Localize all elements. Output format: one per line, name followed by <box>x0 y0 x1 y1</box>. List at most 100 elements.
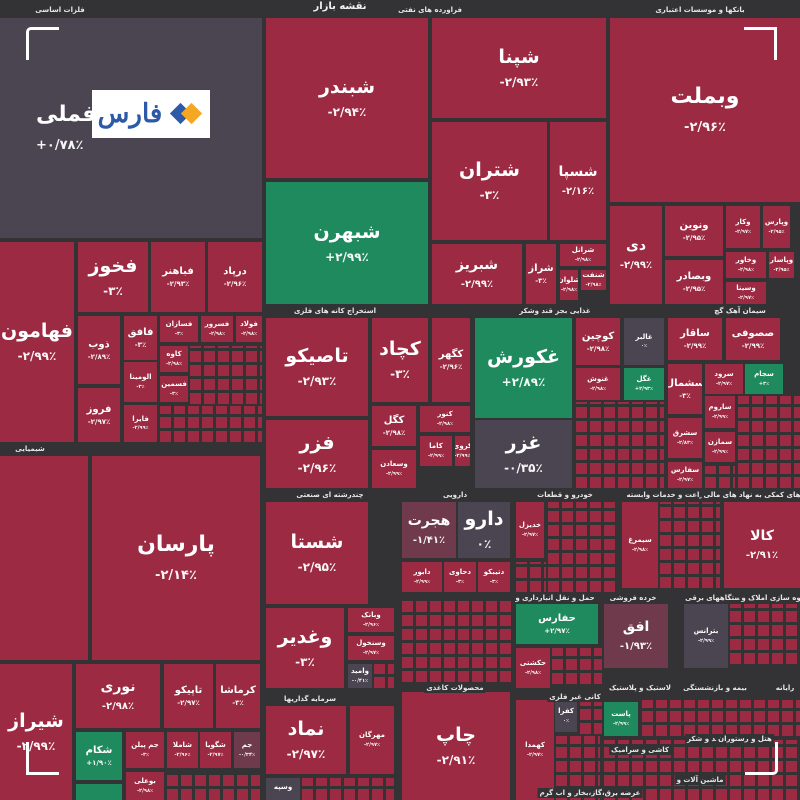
stock-tile-14[interactable]: ونوین -۲/۹۵٪ <box>665 206 723 256</box>
stock-tile-81[interactable]: دحاوی -۳٪ <box>444 562 476 592</box>
stock-tile-6[interactable]: شسپا -۲/۱۶٪ <box>550 122 606 240</box>
small-tiles-cluster[interactable] <box>76 784 122 800</box>
stock-tile-64[interactable]: شکام +۱/۹۰٪ <box>76 732 122 780</box>
small-tiles-cluster[interactable] <box>516 562 546 592</box>
stock-tile-56[interactable]: ساروم -۲/۹۹٪ <box>705 396 735 428</box>
stock-tile-75[interactable]: نماد -۲/۹۷٪ <box>266 706 346 774</box>
stock-tile-76[interactable]: مهرگان -۲/۹۷٪ <box>350 706 394 774</box>
stock-tile-38[interactable]: کگهر -۲/۹۶٪ <box>432 318 470 402</box>
small-tiles-cluster[interactable] <box>160 406 262 442</box>
small-tiles-cluster[interactable] <box>705 466 735 488</box>
stock-tile-58[interactable]: سمازن -۲/۹۹٪ <box>705 432 735 462</box>
stock-tile-33[interactable]: کاوه -۲/۹۸٪ <box>160 346 188 372</box>
stock-tile-63[interactable]: کرماشا -۳٪ <box>216 664 260 728</box>
stock-tile-77[interactable]: وسپه <box>266 778 300 800</box>
stock-tile-83[interactable]: چاپ -۲/۹۱٪ <box>402 692 510 800</box>
stock-tile-23[interactable]: فباهنر -۲/۹۳٪ <box>151 242 205 312</box>
stock-tile-11[interactable]: شنفت -۲/۹۸٪ <box>581 270 606 290</box>
stock-tile-85[interactable]: سیمرغ -۲/۹۸٪ <box>622 502 658 588</box>
stock-tile-71[interactable]: وغدیر -۳٪ <box>266 608 344 688</box>
stock-tile-35[interactable]: تاصیکو -۲/۹۳٪ <box>266 318 368 416</box>
stock-tile-59[interactable]: پارسان -۲/۱۴٪ <box>92 456 260 660</box>
stock-tile-7[interactable]: شبریز -۲/۹۹٪ <box>432 244 522 304</box>
stock-tile-17[interactable]: وپارس -۲/۹۵٪ <box>763 206 790 248</box>
stock-tile-5[interactable]: شتران -۳٪ <box>432 122 547 240</box>
stock-tile-27[interactable]: الومینا -۳٪ <box>124 362 157 402</box>
small-tiles-cluster[interactable] <box>374 664 394 688</box>
stock-tile-2[interactable]: شبندر -۲/۹۴٪ <box>266 18 428 178</box>
stock-tile-45[interactable]: غزر -۰/۳۵٪ <box>475 420 572 488</box>
small-tiles-cluster[interactable] <box>190 346 262 404</box>
stock-tile-4[interactable]: شپنا -۲/۹۳٪ <box>432 18 606 118</box>
stock-tile-8[interactable]: شراز -۳٪ <box>526 244 556 304</box>
stock-tile-29[interactable]: فایرا -۲/۹۹٪ <box>124 405 157 442</box>
stock-tile-15[interactable]: وبصادر -۲/۹۵٪ <box>665 260 723 304</box>
stock-tile-40[interactable]: وسعادن -۲/۹۹٪ <box>372 450 416 488</box>
stock-tile-53[interactable]: سرود -۲/۹۷٪ <box>705 364 743 394</box>
stock-tile-48[interactable]: غنوش -۲/۹۸٪ <box>576 368 620 400</box>
small-tiles-cluster[interactable] <box>302 778 394 800</box>
stock-tile-78[interactable]: هجرت -۱/۴۱٪ <box>402 502 456 558</box>
stock-tile-18[interactable]: وخاور -۲/۹۸٪ <box>726 252 766 278</box>
stock-tile-10[interactable]: شلوان-۲/۹۸٪ <box>560 270 578 300</box>
stock-tile-80[interactable]: دابور -۲/۹۹٪ <box>402 562 442 592</box>
stock-tile-42[interactable]: کاما -۲/۹۹٪ <box>420 436 452 466</box>
stock-tile-61[interactable]: نوری -۲/۹۸٪ <box>76 664 160 728</box>
stock-tile-36[interactable]: فزر -۲/۹۶٪ <box>266 420 368 488</box>
stock-tile-30[interactable]: فسازان -۳٪ <box>160 316 198 342</box>
stock-tile-93[interactable]: پاست -۲/۹۹٪ <box>604 702 638 736</box>
stock-tile-79[interactable]: دارو ۰٪ <box>458 502 510 558</box>
small-tiles-cluster[interactable] <box>642 700 800 736</box>
stock-tile-19[interactable]: وسینا -۲/۹۷٪ <box>726 282 766 304</box>
small-tiles-cluster[interactable] <box>552 648 602 684</box>
stock-tile-62[interactable]: تاپیکو -۲/۹۷٪ <box>164 664 213 728</box>
stock-tile-86[interactable]: کالا -۲/۹۱٪ <box>724 502 800 588</box>
stock-tile-70[interactable]: شستا -۲/۹۵٪ <box>266 502 368 604</box>
stock-tile-55[interactable]: سشرق -۲/۸۳٪ <box>668 418 702 458</box>
small-tiles-cluster[interactable] <box>660 502 720 588</box>
small-tiles-cluster[interactable] <box>556 736 600 800</box>
stock-tile-43[interactable]: کروی-۲/۹۹٪ <box>455 436 470 466</box>
stock-tile-72[interactable]: وبانک -۲/۹۶٪ <box>348 608 394 632</box>
stock-tile-47[interactable]: غالبر ۰٪ <box>624 318 664 365</box>
small-tiles-cluster[interactable] <box>402 600 512 682</box>
stock-tile-73[interactable]: وسنخول -۲/۹۷٪ <box>348 636 394 660</box>
stock-tile-69[interactable]: بوعلی -۲/۹۸٪ <box>126 772 164 800</box>
stock-tile-44[interactable]: غکورش +۲/۸۹٪ <box>475 318 572 418</box>
stock-tile-67[interactable]: شگویا -۲/۹۷٪ <box>200 732 231 768</box>
stock-tile-74[interactable]: واميد -۰/۴۱٪ <box>348 664 372 688</box>
stock-tile-24[interactable]: درپاد -۲/۹۶٪ <box>208 242 262 312</box>
small-tiles-cluster[interactable] <box>576 402 664 488</box>
stock-tile-34[interactable]: فسمین -۳٪ <box>160 376 188 402</box>
small-tiles-cluster[interactable] <box>0 456 88 660</box>
stock-tile-50[interactable]: ساقار -۲/۹۹٪ <box>668 318 722 360</box>
stock-tile-65[interactable]: جم پیلن -۳٪ <box>126 732 164 768</box>
stock-tile-57[interactable]: سفارس -۲/۹۷٪ <box>668 462 702 488</box>
stock-tile-82[interactable]: دتیبکو -۳٪ <box>478 562 510 592</box>
stock-tile-87[interactable]: حفارس +۲/۹۷٪ <box>516 604 598 644</box>
stock-tile-68[interactable]: جم -۰/۳۴٪ <box>234 732 260 768</box>
stock-tile-54[interactable]: سجام +۳٪ <box>745 364 783 394</box>
stock-tile-91[interactable]: کهمدا -۲/۹۷٪ <box>516 700 554 800</box>
stock-tile-89[interactable]: افق -۱/۹۳٪ <box>604 604 668 668</box>
stock-tile-12[interactable]: وبملت -۲/۹۶٪ <box>610 18 800 202</box>
stock-tile-51[interactable]: صصوفی -۲/۹۹٪ <box>726 318 780 360</box>
stock-tile-31[interactable]: فسرور -۲/۹۸٪ <box>201 316 233 342</box>
stock-tile-22[interactable]: فخوز -۳٪ <box>78 242 148 312</box>
stock-tile-39[interactable]: کگل -۲/۹۸٪ <box>372 406 416 446</box>
stock-tile-41[interactable]: کنور -۲/۹۸٪ <box>420 406 470 432</box>
stock-tile-46[interactable]: کوچین -۲/۹۸٪ <box>576 318 620 365</box>
stock-tile-84[interactable]: خدیزل -۲/۹۷٪ <box>516 502 544 558</box>
small-tiles-cluster[interactable] <box>167 772 260 800</box>
small-tiles-cluster[interactable] <box>738 396 800 488</box>
stock-tile-9[interactable]: شرانل -۲/۹۸٪ <box>560 244 606 266</box>
stock-tile-20[interactable]: وپاسار -۲/۹۵٪ <box>769 252 794 278</box>
small-tiles-cluster[interactable] <box>580 700 602 734</box>
small-tiles-cluster[interactable] <box>730 604 800 664</box>
stock-tile-13[interactable]: دی -۲/۹۹٪ <box>610 206 662 304</box>
stock-tile-26[interactable]: فافق -۳٪ <box>124 316 157 360</box>
stock-tile-16[interactable]: وکار -۲/۹۷٪ <box>726 206 760 248</box>
stock-tile-90[interactable]: بترانس -۲/۹۹٪ <box>684 604 728 668</box>
stock-tile-28[interactable]: فروز -۲/۹۷٪ <box>78 388 120 442</box>
stock-tile-49[interactable]: غگل +۲/۹۳٪ <box>624 368 664 400</box>
